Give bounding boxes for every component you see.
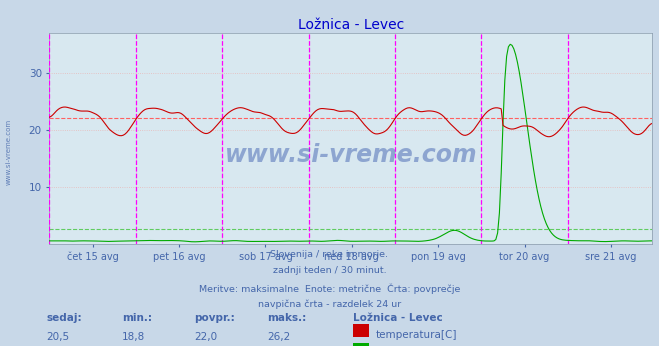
Text: 18,8: 18,8: [122, 332, 145, 342]
Text: sedaj:: sedaj:: [46, 313, 82, 323]
Text: navpična črta - razdelek 24 ur: navpična črta - razdelek 24 ur: [258, 300, 401, 309]
Text: temperatura[C]: temperatura[C]: [376, 330, 457, 340]
Text: Slovenija / reke in morje.: Slovenija / reke in morje.: [270, 250, 389, 259]
Text: www.si-vreme.com: www.si-vreme.com: [5, 119, 11, 185]
Title: Ložnica - Levec: Ložnica - Levec: [298, 18, 404, 32]
Text: Meritve: maksimalne  Enote: metrične  Črta: povprečje: Meritve: maksimalne Enote: metrične Črta…: [199, 283, 460, 293]
Text: maks.:: maks.:: [267, 313, 306, 323]
Text: Ložnica - Levec: Ložnica - Levec: [353, 313, 442, 323]
Text: 22,0: 22,0: [194, 332, 217, 342]
Text: min.:: min.:: [122, 313, 152, 323]
Text: 20,5: 20,5: [46, 332, 69, 342]
Text: 26,2: 26,2: [267, 332, 290, 342]
Text: www.si-vreme.com: www.si-vreme.com: [225, 143, 477, 167]
Text: zadnji teden / 30 minut.: zadnji teden / 30 minut.: [273, 266, 386, 275]
Text: povpr.:: povpr.:: [194, 313, 235, 323]
